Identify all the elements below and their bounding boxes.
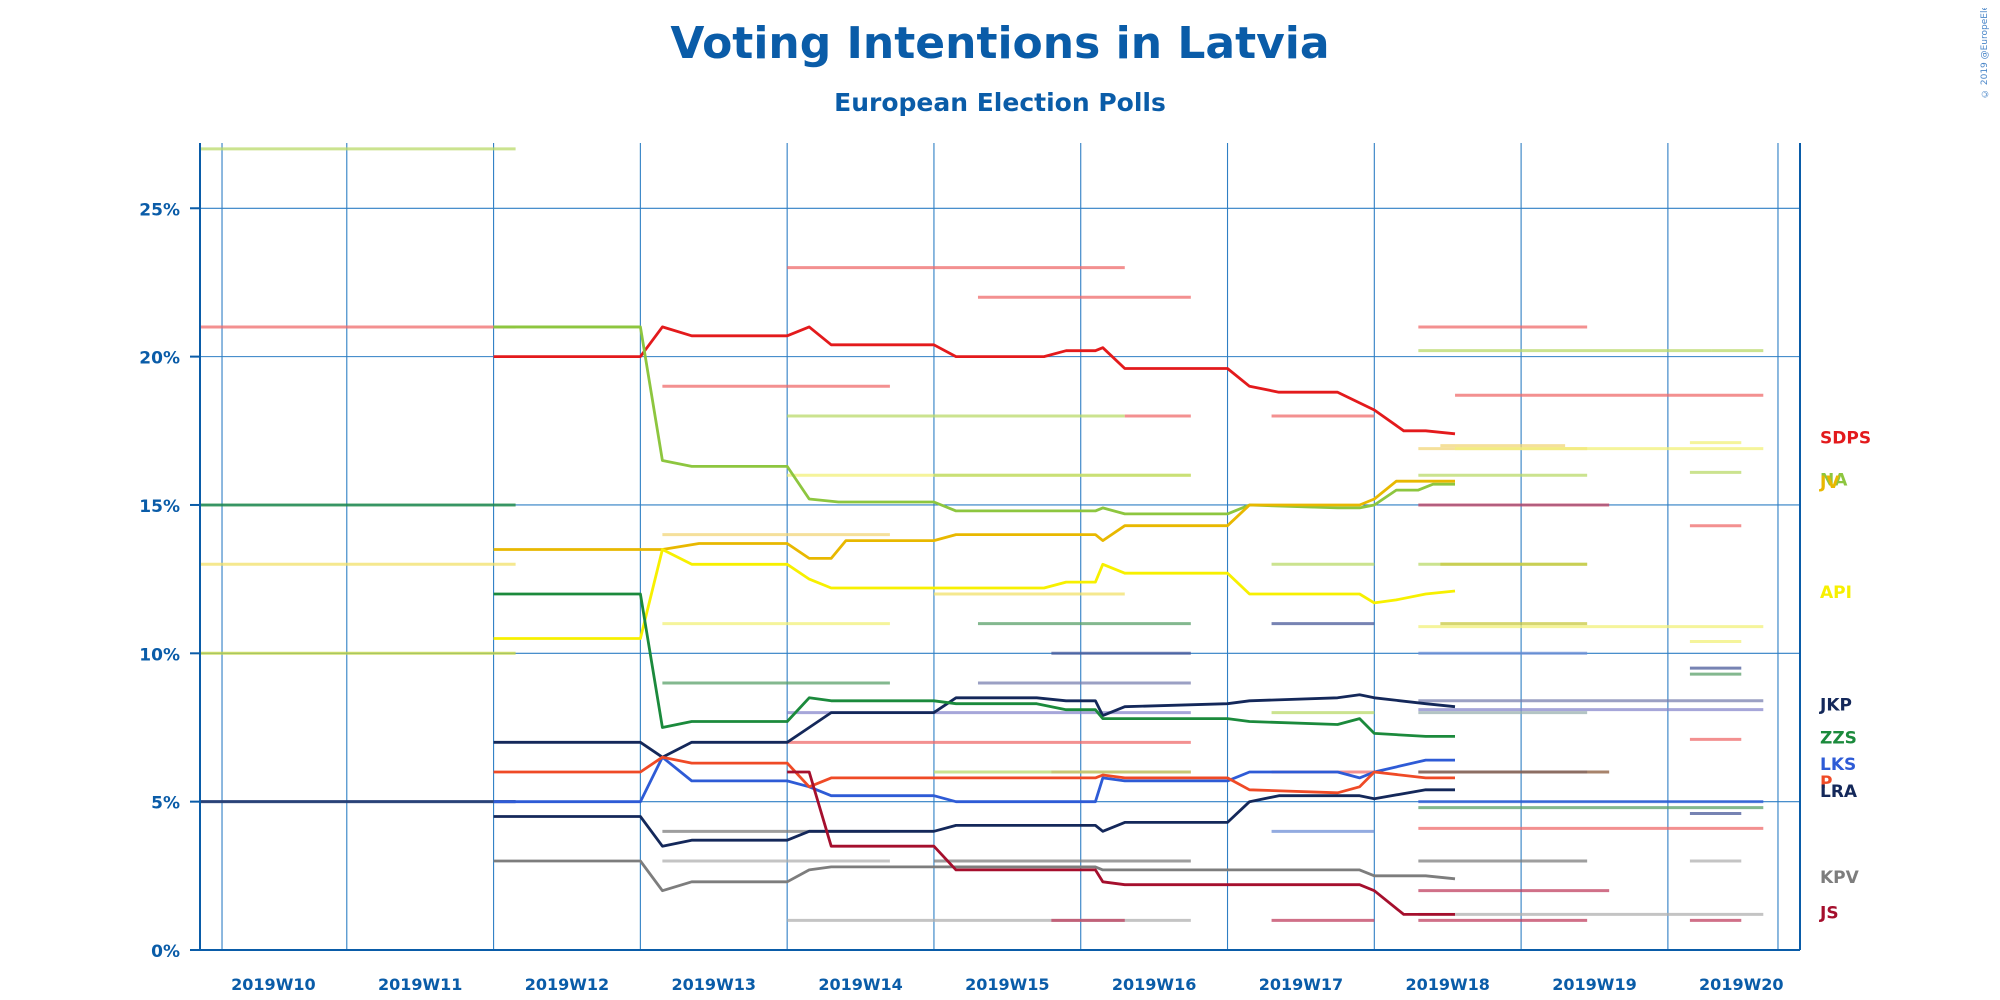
- x-tick-label: 2019W17: [1259, 975, 1343, 994]
- x-tick-label: 2019W10: [231, 975, 315, 994]
- y-tick-label: 0%: [151, 942, 180, 962]
- series-line-zzs: [493, 592, 1455, 738]
- legend-label-jkp: JKP: [1819, 696, 1852, 716]
- legend-label-na: NA: [1820, 470, 1848, 490]
- x-tick-label: 2019W11: [378, 975, 462, 994]
- x-tick-label: 2019W18: [1405, 975, 1489, 994]
- x-tick-label: 2019W13: [672, 975, 756, 994]
- y-tick-label: 15%: [139, 497, 180, 517]
- axes: [190, 143, 1801, 951]
- x-tick-label: 2019W15: [965, 975, 1049, 994]
- legend-label-p: P: [1820, 773, 1832, 793]
- x-tick-label: 2019W19: [1552, 975, 1636, 994]
- y-tick-label: 20%: [139, 349, 180, 369]
- series-line-p: [493, 755, 1455, 795]
- series-line-kpv: [493, 859, 1456, 893]
- legend-label-api: API: [1820, 583, 1852, 603]
- x-tick-label: 2019W12: [525, 975, 609, 994]
- grid-lines: [200, 143, 1800, 950]
- legend-label-sdps: SDPS: [1820, 429, 1871, 449]
- y-tick-label: 5%: [151, 794, 180, 814]
- legend-label-lks: LKS: [1820, 755, 1856, 775]
- series-line-jv: [493, 479, 1455, 560]
- legend-label-jv: JV: [1819, 473, 1840, 493]
- x-tick-label: 2019W16: [1112, 975, 1196, 994]
- chart-subtitle: European Election Polls: [834, 88, 1166, 117]
- series-line-sdps: [493, 325, 1456, 436]
- legend-label-lra: LRA: [1820, 782, 1858, 802]
- legend-label-kpv: KPV: [1820, 868, 1860, 888]
- chart-title: Voting Intentions in Latvia: [670, 18, 1330, 69]
- series-line-api: [493, 548, 1456, 640]
- y-tick-label: 10%: [139, 645, 180, 665]
- legend-label-js: JS: [1819, 903, 1839, 923]
- x-tick-labels: 2019W10 2019W11 2019W12 2019W13 2019W14 2019W…: [231, 975, 1783, 994]
- x-tick-label: 2019W14: [818, 975, 902, 994]
- series-line-jkp: [493, 693, 1456, 759]
- series-line-js: [787, 770, 1455, 916]
- legend-label-zzs: ZZS: [1820, 728, 1857, 748]
- poll-segments: [200, 147, 1764, 922]
- series-line-lks: [493, 755, 1455, 804]
- y-tick-labels: 0% 5% 10% 15% 20% 25%: [139, 200, 180, 962]
- series-line-lra: [493, 788, 1455, 848]
- series-line-na: [493, 325, 1455, 516]
- series-lines: [493, 325, 1456, 916]
- y-tick-label: 25%: [139, 200, 180, 220]
- x-tick-label: 2019W20: [1699, 975, 1783, 994]
